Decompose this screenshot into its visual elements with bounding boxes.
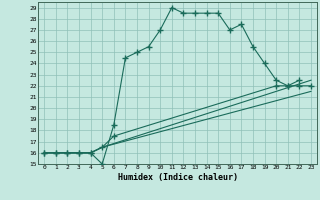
- X-axis label: Humidex (Indice chaleur): Humidex (Indice chaleur): [118, 173, 238, 182]
